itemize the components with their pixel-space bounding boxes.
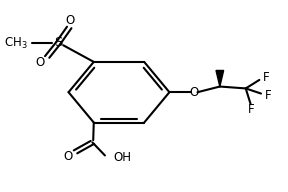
Text: O: O <box>35 56 44 69</box>
Text: F: F <box>248 103 255 116</box>
Text: CH$_3$: CH$_3$ <box>4 36 28 50</box>
Text: O: O <box>63 150 72 162</box>
Text: OH: OH <box>114 151 132 164</box>
Polygon shape <box>216 70 224 87</box>
Text: O: O <box>65 14 74 27</box>
Text: F: F <box>263 71 270 84</box>
Text: S: S <box>54 36 62 50</box>
Text: F: F <box>265 89 271 102</box>
Text: O: O <box>189 86 198 99</box>
